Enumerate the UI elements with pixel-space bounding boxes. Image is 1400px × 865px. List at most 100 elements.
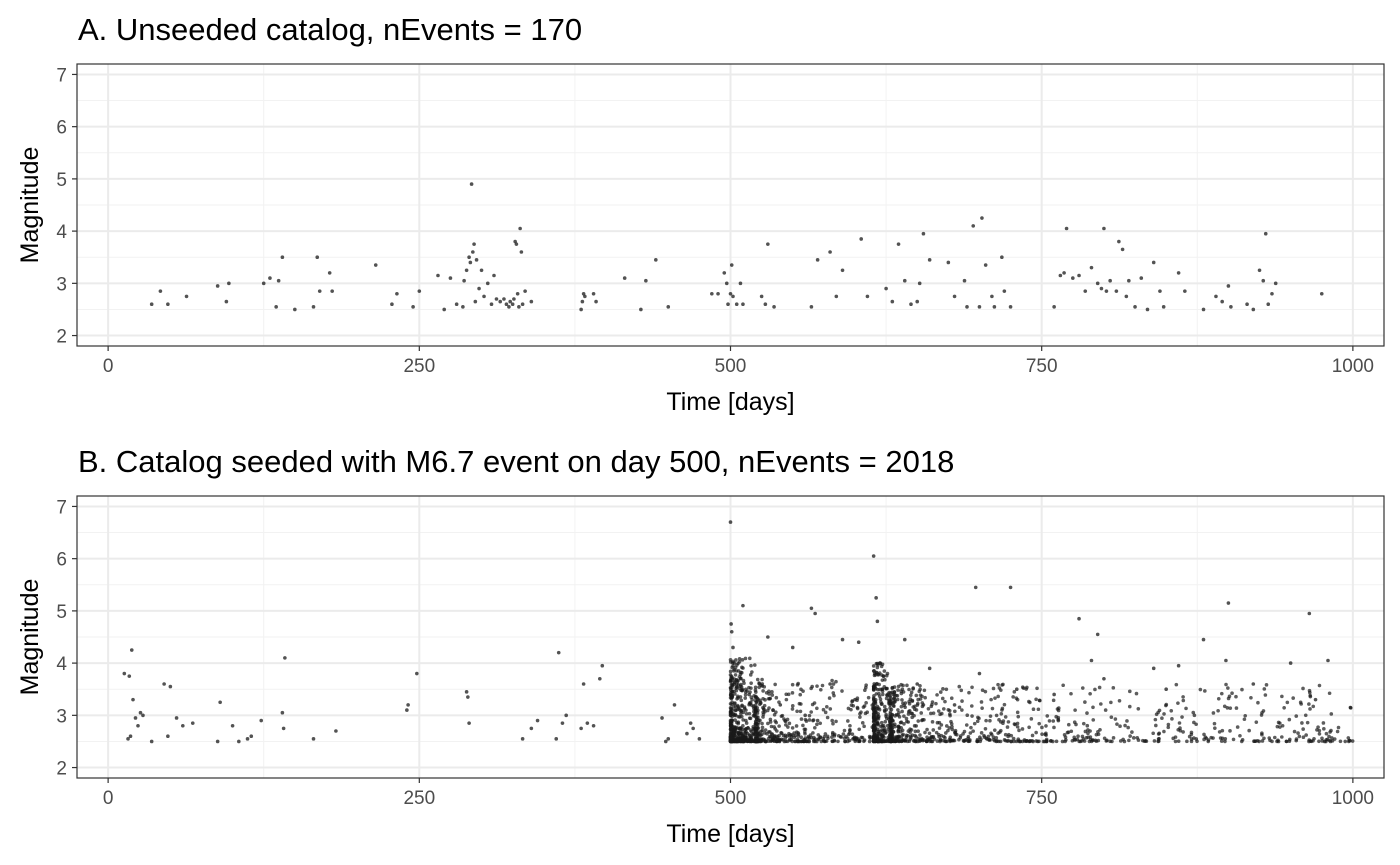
data-point — [790, 691, 795, 695]
data-point — [1027, 725, 1031, 730]
data-point — [880, 692, 885, 697]
data-point — [927, 258, 932, 262]
data-point — [1189, 730, 1194, 735]
data-point — [828, 250, 832, 254]
data-point — [1133, 305, 1137, 309]
data-point — [472, 242, 476, 246]
data-point — [876, 735, 880, 739]
y-tick-label: 7 — [56, 497, 67, 518]
data-point — [997, 718, 1001, 722]
panel-b-points — [122, 520, 1355, 744]
data-point — [1099, 702, 1103, 706]
data-point — [600, 663, 605, 668]
data-point — [666, 305, 671, 309]
data-point — [756, 718, 761, 722]
data-point — [1162, 712, 1166, 716]
data-point — [888, 726, 892, 730]
data-point — [1054, 739, 1059, 744]
data-point — [785, 717, 790, 722]
data-point — [1011, 695, 1015, 699]
data-point — [750, 697, 754, 702]
data-point — [893, 714, 897, 718]
data-point — [734, 678, 739, 682]
data-point — [991, 686, 996, 691]
data-point — [166, 302, 170, 307]
data-point — [556, 650, 561, 655]
data-point — [872, 668, 876, 673]
data-point — [909, 711, 914, 716]
data-point — [1140, 738, 1145, 743]
data-point — [1173, 735, 1178, 739]
data-point — [761, 715, 765, 719]
data-point — [846, 739, 850, 744]
data-point — [1111, 686, 1116, 690]
data-point — [467, 255, 471, 260]
data-point — [1103, 708, 1108, 712]
data-point — [732, 689, 736, 694]
data-point — [733, 718, 737, 722]
data-point — [946, 728, 950, 733]
panel-a-title: A. Unseeded catalog, nEvents = 170 — [78, 12, 582, 47]
data-point — [442, 307, 447, 312]
data-point — [1301, 686, 1305, 691]
data-point — [1238, 733, 1242, 738]
data-point — [879, 720, 884, 725]
data-point — [786, 692, 791, 697]
data-point — [1051, 719, 1056, 723]
data-point — [992, 305, 997, 309]
data-point — [1006, 720, 1011, 724]
data-point — [1009, 733, 1014, 738]
data-point — [1012, 690, 1017, 694]
data-point — [1288, 661, 1293, 665]
data-point — [580, 299, 585, 304]
data-point — [919, 711, 924, 715]
data-point — [902, 714, 906, 718]
data-point — [948, 713, 952, 718]
data-point — [935, 720, 940, 725]
data-point — [283, 656, 287, 660]
data-point — [1256, 700, 1260, 705]
data-point — [767, 734, 772, 739]
data-point — [739, 676, 743, 681]
data-point — [830, 718, 834, 723]
data-point — [1120, 247, 1125, 252]
data-point — [888, 691, 893, 695]
data-point — [581, 682, 586, 686]
data-point — [1025, 739, 1029, 743]
data-point — [752, 663, 757, 667]
data-point — [1201, 307, 1206, 312]
data-point — [834, 294, 839, 299]
data-point — [823, 732, 828, 736]
data-point — [891, 730, 896, 734]
data-point — [1181, 698, 1186, 703]
data-point — [782, 739, 787, 744]
data-point — [909, 690, 914, 695]
data-point — [875, 665, 880, 670]
x-tick-label: 0 — [103, 356, 114, 377]
data-point — [818, 735, 823, 739]
data-point — [744, 711, 749, 716]
data-point — [790, 645, 795, 650]
data-point — [884, 712, 888, 717]
data-point — [854, 737, 859, 741]
data-point — [1045, 714, 1050, 718]
data-point — [149, 302, 154, 307]
data-point — [877, 691, 881, 696]
data-point — [865, 710, 870, 715]
data-point — [799, 735, 804, 740]
data-point — [909, 728, 914, 732]
data-point — [1330, 739, 1335, 743]
data-point — [749, 736, 753, 741]
data-point — [1099, 286, 1104, 291]
data-point — [900, 709, 904, 714]
data-point — [895, 697, 900, 702]
data-point — [935, 739, 940, 743]
data-point — [1027, 699, 1031, 704]
data-point — [880, 687, 885, 692]
data-point — [880, 724, 885, 728]
data-point — [731, 294, 735, 299]
data-point — [1176, 701, 1180, 705]
data-point — [920, 737, 925, 742]
data-point — [884, 286, 888, 291]
data-point — [1037, 698, 1042, 703]
